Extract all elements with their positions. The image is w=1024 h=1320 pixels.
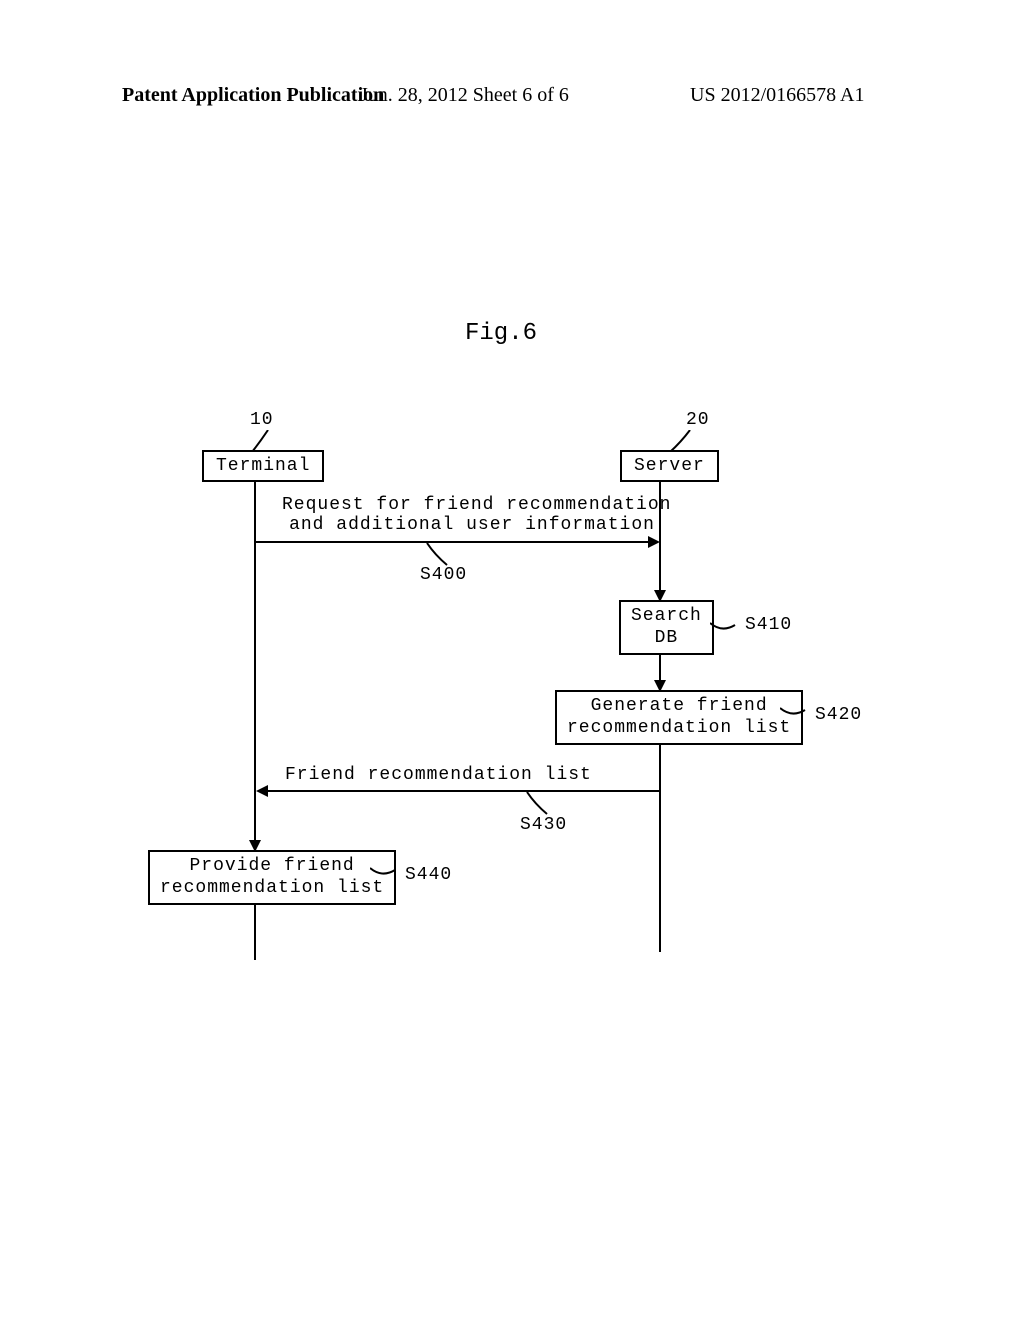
s440-box: Provide friend recommendation list xyxy=(148,850,396,905)
server-box: Server xyxy=(620,450,719,482)
s400-arrow-head xyxy=(648,536,660,548)
s440-callout xyxy=(370,860,400,880)
s400-label-line1: Request for friend recommendation xyxy=(282,495,662,515)
s430-ref: S430 xyxy=(520,815,567,835)
server-lifeline-seg3 xyxy=(659,746,661,952)
s420-callout xyxy=(780,700,810,720)
s400-label-line2: and additional user information xyxy=(282,515,662,535)
header-center: Jun. 28, 2012 Sheet 6 of 6 xyxy=(360,84,569,107)
header-left: Patent Application Publication xyxy=(122,84,384,107)
s440-box-label: Provide friend recommendation list xyxy=(160,856,384,898)
s410-ref: S410 xyxy=(745,615,792,635)
s400-label: Request for friend recommendation and ad… xyxy=(282,495,662,535)
server-box-label: Server xyxy=(634,456,705,476)
terminal-box: Terminal xyxy=(202,450,324,482)
figure-title: Fig.6 xyxy=(465,320,537,347)
ref-number-terminal: 10 xyxy=(250,410,274,430)
header-right: US 2012/0166578 A1 xyxy=(690,84,864,107)
s420-box: Generate friend recommendation list xyxy=(555,690,803,745)
s430-label: Friend recommendation list xyxy=(285,765,592,785)
s430-arrow-line xyxy=(268,790,661,792)
ref-number-server: 20 xyxy=(686,410,710,430)
terminal-box-label: Terminal xyxy=(216,456,310,476)
s410-callout xyxy=(710,615,740,635)
s430-arrow-head xyxy=(256,785,268,797)
s420-ref: S420 xyxy=(815,705,862,725)
sequence-diagram: 10 20 Terminal Server Request for friend… xyxy=(130,410,830,970)
terminal-lifeline-seg2 xyxy=(254,905,256,960)
s420-box-label: Generate friend recommendation list xyxy=(567,696,791,738)
s440-ref: S440 xyxy=(405,865,452,885)
s400-ref: S400 xyxy=(420,565,467,585)
s410-box-label: Search DB xyxy=(631,606,702,648)
s410-box: Search DB xyxy=(619,600,714,655)
s430-callout xyxy=(525,792,555,817)
